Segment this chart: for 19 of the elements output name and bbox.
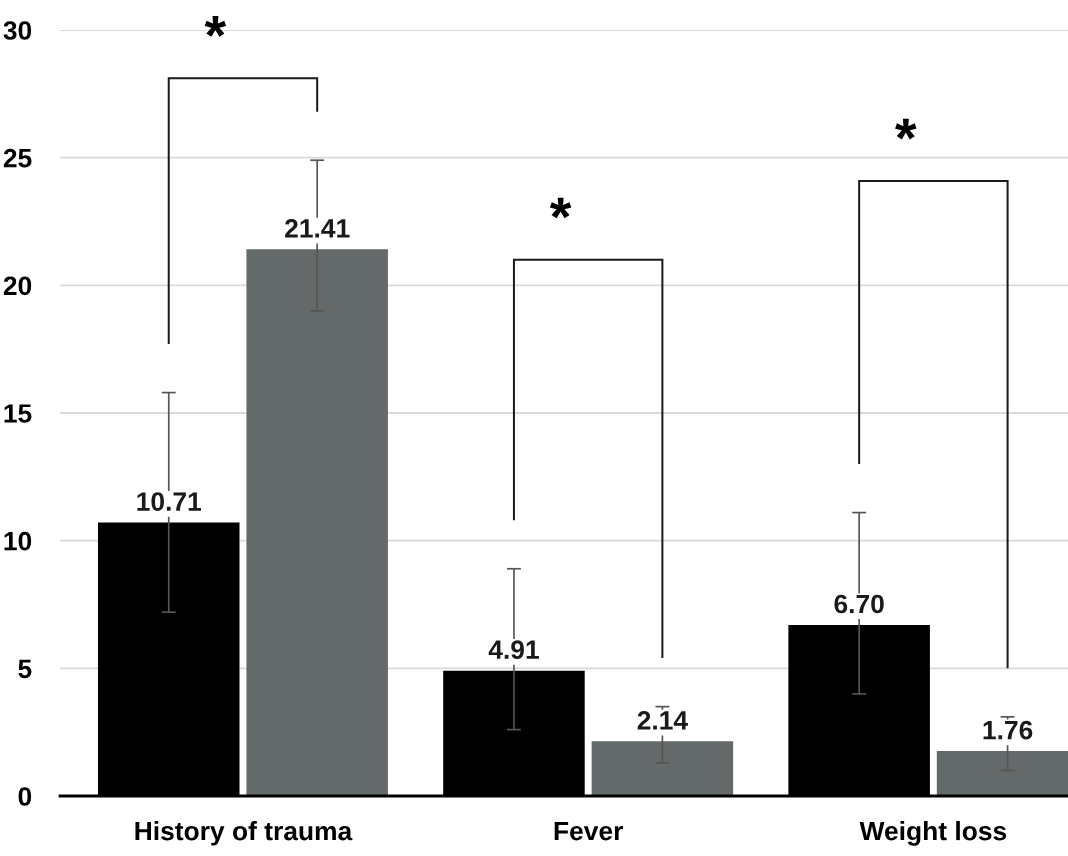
- y-tick-label: 30: [3, 21, 32, 40]
- data-label: 2.14: [637, 711, 688, 730]
- data-label: 6.70: [834, 594, 884, 614]
- x-tick-label: Weight loss: [859, 821, 1007, 846]
- data-label: 10.71: [137, 492, 202, 511]
- data-label: 4.91: [488, 640, 539, 660]
- x-tick-label: Fever: [554, 821, 623, 841]
- y-tick-label: 25: [3, 148, 32, 168]
- y-tick-label: 15: [4, 404, 32, 423]
- annotation: *: [549, 197, 572, 219]
- y-tick-label: 20: [3, 276, 32, 296]
- data-label: 21.41: [285, 219, 350, 238]
- y-tick-label: 0: [18, 787, 32, 806]
- annotation: *: [204, 16, 227, 37]
- x-tick-label: History of trauma: [135, 821, 353, 846]
- data-label: 1.76: [983, 720, 1033, 740]
- y-tick-label: 10: [4, 531, 32, 551]
- y-tick-label: 5: [18, 659, 32, 679]
- annotation: *: [895, 118, 917, 140]
